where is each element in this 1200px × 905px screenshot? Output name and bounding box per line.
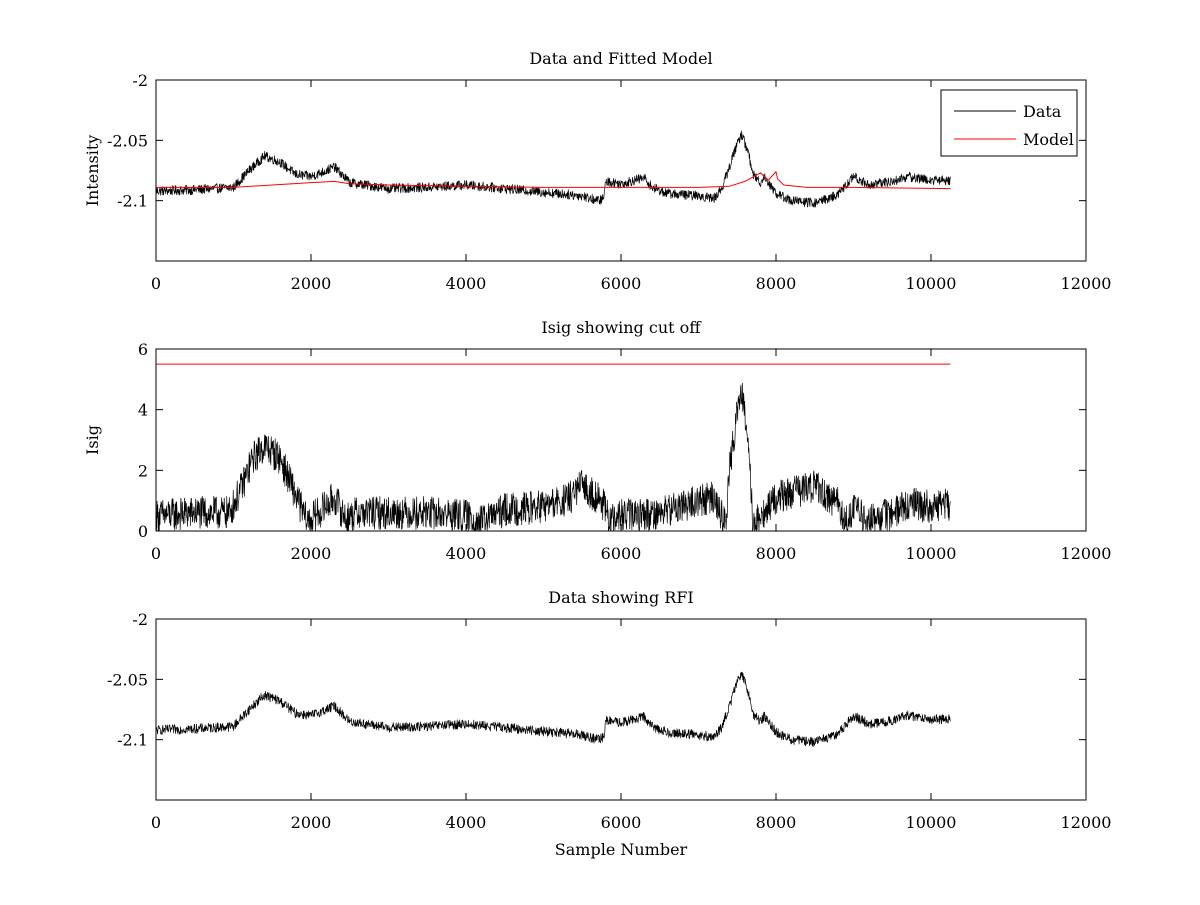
x-tick-label: 4000 xyxy=(446,813,487,832)
x-tick-label: 12000 xyxy=(1061,544,1112,563)
y-tick-label: -2.1 xyxy=(117,192,148,211)
y-axis-label: Isig xyxy=(83,425,102,455)
chart-title: Isig showing cut off xyxy=(541,318,702,337)
y-tick-label: 4 xyxy=(138,401,148,420)
x-tick-label: 2000 xyxy=(291,813,332,832)
y-tick-label: 2 xyxy=(138,461,148,480)
x-tick-label: 8000 xyxy=(756,544,797,563)
y-axis-label: Intensity xyxy=(83,135,102,207)
x-tick-label: 8000 xyxy=(756,274,797,293)
y-tick-label: 0 xyxy=(138,522,148,541)
series-line-model xyxy=(156,171,951,190)
x-tick-label: 12000 xyxy=(1061,813,1112,832)
x-tick-label: 0 xyxy=(151,274,161,293)
x-tick-label: 6000 xyxy=(601,544,642,563)
x-tick-label: 6000 xyxy=(601,274,642,293)
legend-box xyxy=(940,89,1078,157)
legend-label: Model xyxy=(1023,130,1074,149)
series-line-isig xyxy=(156,382,951,531)
x-tick-label: 4000 xyxy=(446,274,487,293)
series-line-data xyxy=(156,130,951,208)
chart-panel-3: 0 2000 4000 6000 8000 10000 12000 -2 -2.05 -2.1 Da… xyxy=(107,588,1111,859)
x-tick-label: 2000 xyxy=(291,544,332,563)
x-axis-label: Sample Number xyxy=(555,840,688,859)
axes-frame xyxy=(155,618,1087,801)
x-tick-label: 6000 xyxy=(601,813,642,832)
legend: Data Model xyxy=(940,89,1078,157)
x-tick-label: 4000 xyxy=(446,544,487,563)
chart-panel-1: 0 2000 4000 6000 8000 10000 12000 -2 -2.05 -2.1 Da… xyxy=(83,49,1111,293)
chart-panel-2: 0 2000 4000 6000 8000 10000 12000 0 2 4 6 Isig show… xyxy=(83,318,1111,563)
y-tick-label: -2.1 xyxy=(117,731,148,750)
y-tick-label: -2.05 xyxy=(107,670,148,689)
y-tick-label: -2.05 xyxy=(107,131,148,150)
chart-title: Data showing RFI xyxy=(548,588,693,607)
legend-label: Data xyxy=(1023,102,1062,121)
y-tick-label: 6 xyxy=(138,340,148,359)
y-tick-label: -2 xyxy=(132,71,148,90)
x-tick-label: 0 xyxy=(151,544,161,563)
x-tick-label: 12000 xyxy=(1061,274,1112,293)
chart-title: Data and Fitted Model xyxy=(529,49,712,68)
x-tick-label: 10000 xyxy=(906,813,957,832)
x-tick-label: 10000 xyxy=(906,544,957,563)
x-tick-label: 0 xyxy=(151,813,161,832)
x-tick-label: 8000 xyxy=(756,813,797,832)
x-tick-label: 2000 xyxy=(291,274,332,293)
x-tick-label: 10000 xyxy=(906,274,957,293)
series-line-data xyxy=(156,671,951,748)
y-tick-label: -2 xyxy=(132,610,148,629)
axes-frame xyxy=(155,348,1087,532)
